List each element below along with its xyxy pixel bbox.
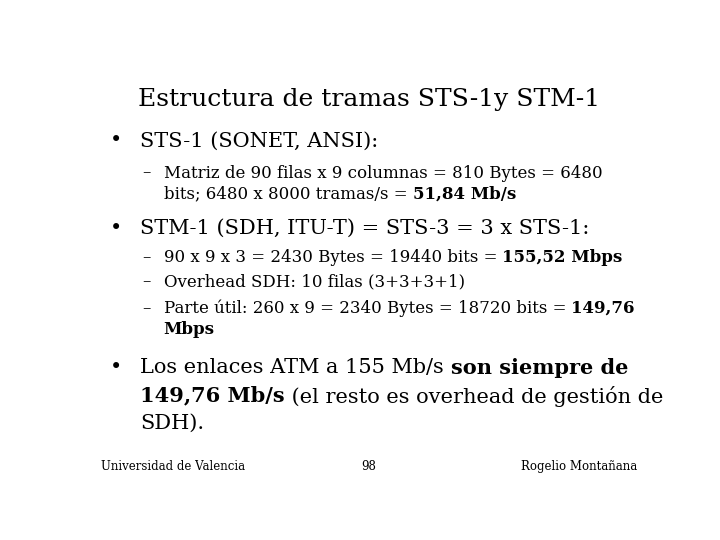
Text: –: – (142, 249, 150, 266)
Text: Universidad de Valencia: Universidad de Valencia (101, 460, 246, 473)
Text: 149,76: 149,76 (572, 300, 635, 317)
Text: Los enlaces ATM a 155 Mb/s: Los enlaces ATM a 155 Mb/s (140, 358, 451, 377)
Text: –: – (142, 300, 150, 317)
Text: 155,52 Mbps: 155,52 Mbps (503, 249, 623, 266)
Text: STM-1 (SDH, ITU-T) = STS-3 = 3 x STS-1:: STM-1 (SDH, ITU-T) = STS-3 = 3 x STS-1: (140, 219, 590, 238)
Text: –: – (142, 274, 150, 291)
Text: Rogelio Montañana: Rogelio Montañana (521, 460, 637, 473)
Text: Parte útil: 260 x 9 = 2340 Bytes = 18720 bits =: Parte útil: 260 x 9 = 2340 Bytes = 18720… (163, 300, 572, 317)
Text: •: • (110, 131, 122, 150)
Text: Matriz de 90 filas x 9 columnas = 810 Bytes = 6480: Matriz de 90 filas x 9 columnas = 810 By… (163, 165, 603, 181)
Text: –: – (142, 165, 150, 181)
Text: son siempre de: son siempre de (451, 358, 628, 378)
Text: bits; 6480 x 8000 tramas/s =: bits; 6480 x 8000 tramas/s = (163, 185, 413, 202)
Text: 149,76 Mb/s: 149,76 Mb/s (140, 386, 285, 406)
Text: •: • (110, 219, 122, 238)
Text: 51,84 Mb/s: 51,84 Mb/s (413, 185, 516, 202)
Text: 90 x 9 x 3 = 2430 Bytes = 19440 bits =: 90 x 9 x 3 = 2430 Bytes = 19440 bits = (163, 249, 503, 266)
Text: STS-1 (SONET, ANSI):: STS-1 (SONET, ANSI): (140, 131, 379, 150)
Text: SDH).: SDH). (140, 414, 204, 433)
Text: Overhead SDH: 10 filas (3+3+3+1): Overhead SDH: 10 filas (3+3+3+1) (163, 274, 465, 291)
Text: 98: 98 (361, 460, 377, 473)
Text: Estructura de tramas STS-1y STM-1: Estructura de tramas STS-1y STM-1 (138, 87, 600, 111)
Text: •: • (110, 358, 122, 377)
Text: Mbps: Mbps (163, 321, 215, 338)
Text: (el resto es overhead de gestión de: (el resto es overhead de gestión de (285, 386, 663, 407)
